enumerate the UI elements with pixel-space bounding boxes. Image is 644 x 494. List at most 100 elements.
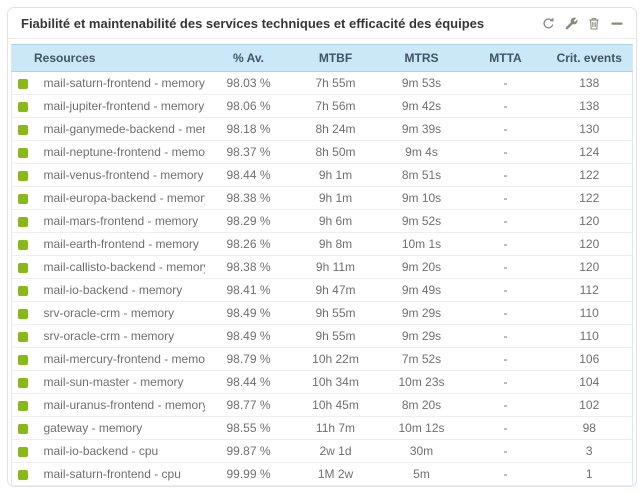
mtbf-value: 1M 2w: [292, 462, 379, 486]
status-cell: [11, 439, 38, 463]
resource-name: mail-uranus-frontend - memory: [37, 393, 205, 417]
mtta-value: -: [464, 117, 547, 141]
table-row[interactable]: mail-ganymede-backend - memory 98.18 % 8…: [11, 117, 633, 141]
mtta-value: -: [464, 462, 547, 486]
mtrs-value: 9m 29s: [378, 301, 465, 325]
status-cell: [11, 301, 38, 325]
mtbf-value: 2w 1d: [292, 439, 379, 463]
column-header-crit-events[interactable]: Crit. events: [546, 44, 633, 72]
crit-events-value: 106: [546, 347, 633, 371]
status-ok-icon: [18, 239, 28, 250]
mtbf-value: 9h 55m: [292, 301, 379, 325]
status-cell: [11, 462, 38, 486]
table-row[interactable]: mail-europa-backend - memory 98.38 % 9h …: [11, 186, 633, 210]
resource-name: mail-io-backend - cpu: [37, 439, 205, 463]
mtta-value: -: [464, 416, 547, 440]
mtrs-value: 10m 12s: [378, 416, 465, 440]
table-row[interactable]: gateway - memory 98.55 % 11h 7m 10m 12s …: [11, 416, 633, 440]
mtbf-value: 9h 8m: [292, 232, 379, 256]
table-row[interactable]: mail-mars-frontend - memory 98.29 % 9h 6…: [11, 209, 633, 233]
resource-name: srv-oracle-crm - memory: [37, 301, 205, 325]
column-header-mtbf[interactable]: MTBF: [292, 44, 379, 72]
column-header-mtrs[interactable]: MTRS: [378, 44, 465, 72]
status-cell: [11, 347, 38, 371]
resource-name: mail-venus-frontend - memory: [37, 163, 205, 187]
table-row[interactable]: mail-neptune-frontend - memory 98.37 % 8…: [11, 140, 633, 164]
availability-value: 98.37 %: [204, 140, 293, 164]
table-row[interactable]: mail-earth-frontend - memory 98.26 % 9h …: [11, 232, 633, 256]
mtrs-value: 10m 23s: [378, 370, 465, 394]
availability-value: 98.41 %: [204, 278, 293, 302]
trash-icon[interactable]: [587, 16, 601, 30]
crit-events-value: 104: [546, 370, 633, 394]
crit-events-value: 120: [546, 232, 633, 256]
mtrs-value: 40m: [378, 485, 465, 486]
status-ok-icon: [18, 101, 28, 112]
status-ok-icon: [18, 170, 28, 181]
crit-events-value: 102: [546, 393, 633, 417]
status-ok-icon: [18, 262, 28, 273]
mtrs-value: 5m: [378, 462, 465, 486]
mtta-value: -: [464, 163, 547, 187]
crit-events-value: 110: [546, 324, 633, 348]
crit-events-value: 138: [546, 71, 633, 95]
collapse-icon[interactable]: [610, 16, 624, 30]
mtrs-value: 10m 1s: [378, 232, 465, 256]
crit-events-value: 98: [546, 416, 633, 440]
widget-toolbar: [541, 16, 624, 30]
widget-title: Fiabilité et maintenabilité des services…: [21, 15, 485, 31]
mtbf-value: 7h 56m: [292, 94, 379, 118]
availability-value: 98.38 %: [204, 255, 293, 279]
table-row[interactable]: srv-oracle-crm - memory 98.49 % 9h 55m 9…: [11, 324, 633, 348]
status-cell: [11, 163, 38, 187]
table-row[interactable]: mail-neptune-frontend - cpu 99.94 % 1M 2…: [11, 485, 633, 486]
resource-name: mail-io-backend - memory: [37, 278, 205, 302]
table-row[interactable]: mail-jupiter-frontend - memory 98.06 % 7…: [11, 94, 633, 118]
status-ok-icon: [18, 469, 28, 480]
table-header-row: Resources % Av. MTBF MTRS MTTA Crit. eve…: [11, 44, 633, 72]
status-cell: [11, 278, 38, 302]
column-header-mtta[interactable]: MTTA: [464, 44, 547, 72]
mtrs-value: 9m 52s: [378, 209, 465, 233]
mtrs-value: 9m 20s: [378, 255, 465, 279]
resource-name: mail-mars-frontend - memory: [37, 209, 205, 233]
mtbf-value: 10h 22m: [292, 347, 379, 371]
mtta-value: -: [464, 186, 547, 210]
column-header-resources[interactable]: Resources: [11, 44, 205, 72]
table-row[interactable]: srv-oracle-crm - memory 98.49 % 9h 55m 9…: [11, 301, 633, 325]
column-header-availability[interactable]: % Av.: [204, 44, 293, 72]
mtbf-value: 10h 45m: [292, 393, 379, 417]
availability-value: 99.87 %: [204, 439, 293, 463]
resource-name: gateway - memory: [37, 416, 205, 440]
availability-value: 98.38 %: [204, 186, 293, 210]
table-row[interactable]: mail-io-backend - memory 98.41 % 9h 47m …: [11, 278, 633, 302]
table-row[interactable]: mail-mercury-frontend - memory 98.79 % 1…: [11, 347, 633, 371]
status-ok-icon: [18, 78, 28, 89]
table-row[interactable]: mail-io-backend - cpu 99.87 % 2w 1d 30m …: [11, 439, 633, 463]
mtta-value: -: [464, 347, 547, 371]
status-cell: [11, 117, 38, 141]
availability-value: 98.79 %: [204, 347, 293, 371]
mtbf-value: 9h 55m: [292, 324, 379, 348]
mtrs-value: 9m 39s: [378, 117, 465, 141]
table-row[interactable]: mail-saturn-frontend - memory 98.03 % 7h…: [11, 71, 633, 95]
resource-name: mail-earth-frontend - memory: [37, 232, 205, 256]
mtta-value: -: [464, 370, 547, 394]
refresh-icon[interactable]: [541, 16, 555, 30]
table-row[interactable]: mail-sun-master - memory 98.44 % 10h 34m…: [11, 370, 633, 394]
table-row[interactable]: mail-venus-frontend - memory 98.44 % 9h …: [11, 163, 633, 187]
status-cell: [11, 255, 38, 279]
table-row[interactable]: mail-uranus-frontend - memory 98.77 % 10…: [11, 393, 633, 417]
status-ok-icon: [18, 193, 28, 204]
mtbf-value: 8h 50m: [292, 140, 379, 164]
resource-name: mail-saturn-frontend - cpu: [37, 462, 205, 486]
table-row[interactable]: mail-saturn-frontend - cpu 99.99 % 1M 2w…: [11, 462, 633, 486]
table-row[interactable]: mail-callisto-backend - memory 98.38 % 9…: [11, 255, 633, 279]
status-cell: [11, 94, 38, 118]
availability-value: 99.99 %: [204, 462, 293, 486]
wrench-icon[interactable]: [564, 16, 578, 30]
mtrs-value: 9m 10s: [378, 186, 465, 210]
mtbf-value: 9h 1m: [292, 186, 379, 210]
mtrs-value: 9m 4s: [378, 140, 465, 164]
mtta-value: -: [464, 209, 547, 233]
